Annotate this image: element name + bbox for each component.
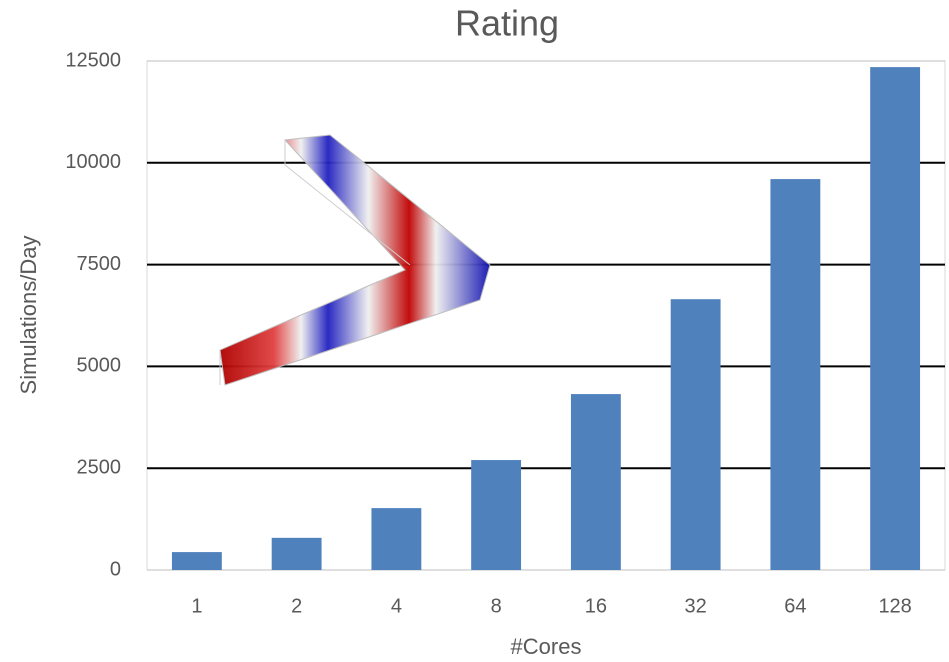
y-tick-label: 0 [110, 558, 121, 580]
bar [870, 67, 920, 570]
x-tick-label: 16 [585, 595, 607, 617]
x-tick-label: 2 [291, 595, 302, 617]
bar [671, 299, 721, 570]
x-tick-label: 4 [391, 595, 402, 617]
bar [371, 508, 421, 570]
y-tick-label: 10000 [65, 151, 121, 173]
waveguide-illustration [220, 135, 490, 385]
bar [272, 538, 322, 570]
y-tick-label: 2500 [77, 456, 122, 478]
plot-frame [147, 61, 945, 570]
chart: Rating #Cores Simulations/Day 0 2500 5000 7… [0, 0, 949, 662]
y-tick-label: 5000 [77, 355, 122, 377]
y-axis-label: Simulations/Day [16, 236, 41, 395]
x-tick-label: 128 [878, 595, 911, 617]
x-axis-label: #Cores [511, 634, 582, 659]
bar [770, 179, 820, 570]
x-tick-label: 32 [685, 595, 707, 617]
bar [471, 460, 521, 570]
y-tick-label: 7500 [77, 253, 122, 275]
bar [571, 394, 621, 570]
bars [172, 67, 920, 570]
page: {"chart_data": {"type": "bar", "title": … [0, 0, 949, 662]
bar [172, 552, 222, 570]
grid [147, 61, 945, 570]
chart-title: Rating [455, 3, 559, 44]
y-tick-label: 12500 [65, 49, 121, 71]
x-tick-label: 64 [784, 595, 806, 617]
x-tick-label: 8 [491, 595, 502, 617]
x-tick-label: 1 [191, 595, 202, 617]
